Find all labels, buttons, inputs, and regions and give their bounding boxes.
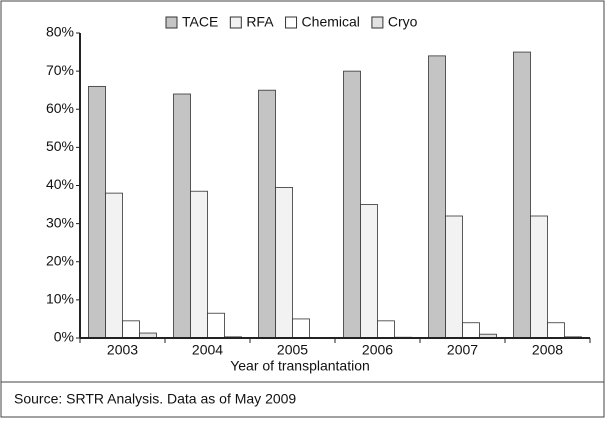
- bar: [88, 85, 106, 339]
- y-tick-label: 50%: [46, 138, 74, 154]
- bar: [275, 187, 293, 339]
- bar: [530, 215, 548, 339]
- legend-label: Chemical: [302, 14, 360, 30]
- bar: [292, 318, 310, 339]
- y-tick-label: 60%: [46, 100, 74, 116]
- x-tick-label: 2006: [362, 342, 393, 358]
- y-tick-label: 10%: [46, 291, 74, 307]
- bar: [207, 312, 225, 339]
- legend-swatch: [229, 16, 242, 29]
- x-tick-label: 2007: [447, 342, 478, 358]
- legend-swatch: [165, 16, 178, 29]
- legend-label: RFA: [246, 14, 274, 30]
- y-tick-label: 80%: [46, 24, 74, 40]
- y-tick-label: 0%: [54, 329, 74, 345]
- y-tick-label: 40%: [46, 176, 74, 192]
- bar: [547, 322, 565, 339]
- bar: [190, 190, 208, 339]
- bar: [105, 192, 123, 339]
- legend-swatch: [285, 16, 298, 29]
- bar: [377, 320, 395, 339]
- legend-label: TACE: [182, 14, 218, 30]
- x-tick-label: 2003: [107, 342, 138, 358]
- bar: [258, 89, 276, 339]
- bar: [360, 204, 378, 339]
- source-note: Source: SRTR Analysis. Data as of May 20…: [14, 391, 296, 407]
- x-tick-label: 2005: [277, 342, 308, 358]
- y-tick-label: 30%: [46, 214, 74, 230]
- bar: [462, 322, 480, 339]
- y-tick-label: 70%: [46, 62, 74, 78]
- bar: [173, 93, 191, 339]
- x-tick-label: 2008: [532, 342, 563, 358]
- bar: [513, 51, 531, 339]
- legend-label: Cryo: [388, 14, 418, 30]
- x-axis-label: Year of transplantation: [230, 358, 370, 374]
- bar: [428, 55, 446, 339]
- bar: [445, 215, 463, 339]
- bar: [343, 70, 361, 339]
- bar: [122, 320, 140, 339]
- y-tick-label: 20%: [46, 252, 74, 268]
- legend-swatch: [371, 16, 384, 29]
- x-tick-label: 2004: [192, 342, 223, 358]
